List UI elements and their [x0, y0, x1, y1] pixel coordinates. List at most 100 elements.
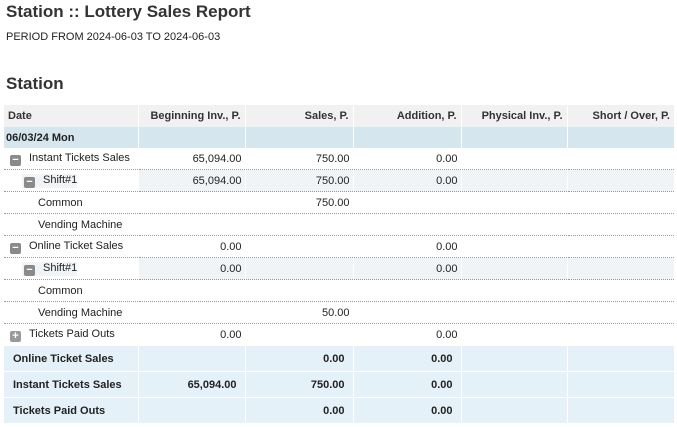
summary-short: [566, 397, 674, 423]
summary-begin: 65,094.00: [137, 371, 245, 398]
cell-addition: 0.00: [352, 235, 461, 258]
summary-addition: 0.00: [352, 397, 461, 423]
cell-sales: 750.00: [244, 148, 353, 170]
cell-begin: 0.00: [137, 235, 245, 258]
cell-short: [566, 235, 674, 258]
summary-label: Online Ticket Sales: [4, 345, 138, 372]
cell-addition: 0.00: [352, 323, 461, 346]
row-label: − Shift#1: [4, 169, 138, 192]
table-row: − Shift#1 0.00 0.00: [4, 257, 674, 280]
row-label: Common: [4, 191, 138, 214]
summary-begin: [137, 397, 245, 423]
summary-sales: 750.00: [244, 371, 353, 398]
date-label: 06/03/24 Mon: [4, 127, 138, 148]
cell-physical: [460, 191, 567, 214]
row-label: − Online Ticket Sales: [4, 235, 138, 258]
cell-addition: 0.00: [352, 169, 461, 192]
minus-toggle-icon[interactable]: −: [24, 264, 35, 276]
cell-begin: [137, 213, 245, 236]
summary-row: Instant Tickets Sales 65,094.00 750.00 0…: [4, 371, 674, 398]
cell-addition: [352, 279, 461, 302]
row-label: − Instant Tickets Sales: [4, 148, 138, 170]
table-row: + Tickets Paid Outs 0.00 0.00: [4, 323, 674, 346]
cell-physical: [460, 301, 567, 324]
cell-short: [566, 148, 674, 170]
row-label: − Shift#1: [4, 257, 138, 280]
cell-addition: [352, 191, 461, 214]
summary-physical: [460, 345, 567, 372]
cell-begin: [137, 279, 245, 302]
report-period: PERIOD FROM 2024-06-03 TO 2024-06-03: [6, 31, 221, 43]
cell-short: [566, 301, 674, 324]
summary-begin: [137, 345, 245, 372]
summary-physical: [460, 371, 567, 398]
plus-toggle-icon[interactable]: +: [10, 330, 21, 342]
row-label: + Tickets Paid Outs: [4, 323, 138, 346]
cell-physical: [460, 257, 567, 280]
date-group-row: 06/03/24 Mon: [4, 127, 674, 148]
cell-sales: [244, 235, 353, 258]
cell-begin: 0.00: [137, 323, 245, 346]
summary-sales: 0.00: [244, 397, 353, 423]
table-row: Common: [4, 279, 674, 302]
summary-label: Tickets Paid Outs: [4, 397, 138, 423]
cell-sales: [244, 323, 353, 346]
col-header-short-over[interactable]: Short / Over, P.: [566, 105, 674, 127]
cell-addition: 0.00: [352, 257, 461, 280]
report-title: Station :: Lottery Sales Report: [6, 2, 251, 21]
table-row: Vending Machine 50.00: [4, 301, 674, 324]
cell-physical: [460, 279, 567, 302]
cell-sales: [244, 257, 353, 280]
cell-addition: 0.00: [352, 148, 461, 170]
cell-begin: 65,094.00: [137, 169, 245, 192]
summary-short: [566, 345, 674, 372]
row-label: Vending Machine: [4, 213, 138, 236]
cell-physical: [460, 323, 567, 346]
table-row: − Online Ticket Sales 0.00 0.00: [4, 235, 674, 258]
summary-row: Online Ticket Sales 0.00 0.00: [4, 345, 674, 372]
cell-short: [566, 323, 674, 346]
col-header-date[interactable]: Date: [4, 105, 138, 127]
cell-begin: 65,094.00: [137, 148, 245, 170]
row-label: Common: [4, 279, 138, 302]
minus-toggle-icon[interactable]: −: [10, 154, 21, 166]
summary-addition: 0.00: [352, 371, 461, 398]
cell-physical: [460, 235, 567, 258]
cell-physical: [460, 169, 567, 192]
row-label: Vending Machine: [4, 301, 138, 324]
cell-sales: 750.00: [244, 191, 353, 214]
cell-addition: [352, 213, 461, 236]
cell-sales: [244, 213, 353, 236]
table-row: Common 750.00: [4, 191, 674, 214]
col-header-beginning-inv[interactable]: Beginning Inv., P.: [137, 105, 245, 127]
summary-short: [566, 371, 674, 398]
cell-begin: [137, 191, 245, 214]
col-header-sales[interactable]: Sales, P.: [244, 105, 353, 127]
cell-physical: [460, 148, 567, 170]
lottery-sales-table: Date Beginning Inv., P. Sales, P. Additi…: [4, 105, 674, 423]
table-row: − Shift#1 65,094.00 750.00 0.00: [4, 169, 674, 192]
summary-label: Instant Tickets Sales: [4, 371, 138, 398]
cell-short: [566, 257, 674, 280]
cell-begin: [137, 301, 245, 324]
cell-sales: 50.00: [244, 301, 353, 324]
summary-row: Tickets Paid Outs 0.00 0.00: [4, 397, 674, 423]
cell-addition: [352, 301, 461, 324]
table-row: Vending Machine: [4, 213, 674, 236]
summary-addition: 0.00: [352, 345, 461, 372]
col-header-addition[interactable]: Addition, P.: [352, 105, 461, 127]
cell-short: [566, 191, 674, 214]
cell-short: [566, 279, 674, 302]
summary-sales: 0.00: [244, 345, 353, 372]
table-header-row: Date Beginning Inv., P. Sales, P. Additi…: [4, 105, 674, 127]
summary-physical: [460, 397, 567, 423]
cell-short: [566, 169, 674, 192]
minus-toggle-icon[interactable]: −: [24, 176, 35, 188]
cell-begin: 0.00: [137, 257, 245, 280]
cell-sales: [244, 279, 353, 302]
cell-sales: 750.00: [244, 169, 353, 192]
minus-toggle-icon[interactable]: −: [10, 242, 21, 254]
table-row: − Instant Tickets Sales 65,094.00 750.00 …: [4, 148, 674, 170]
col-header-physical-inv[interactable]: Physical Inv., P.: [460, 105, 567, 127]
section-title: Station: [6, 74, 64, 93]
